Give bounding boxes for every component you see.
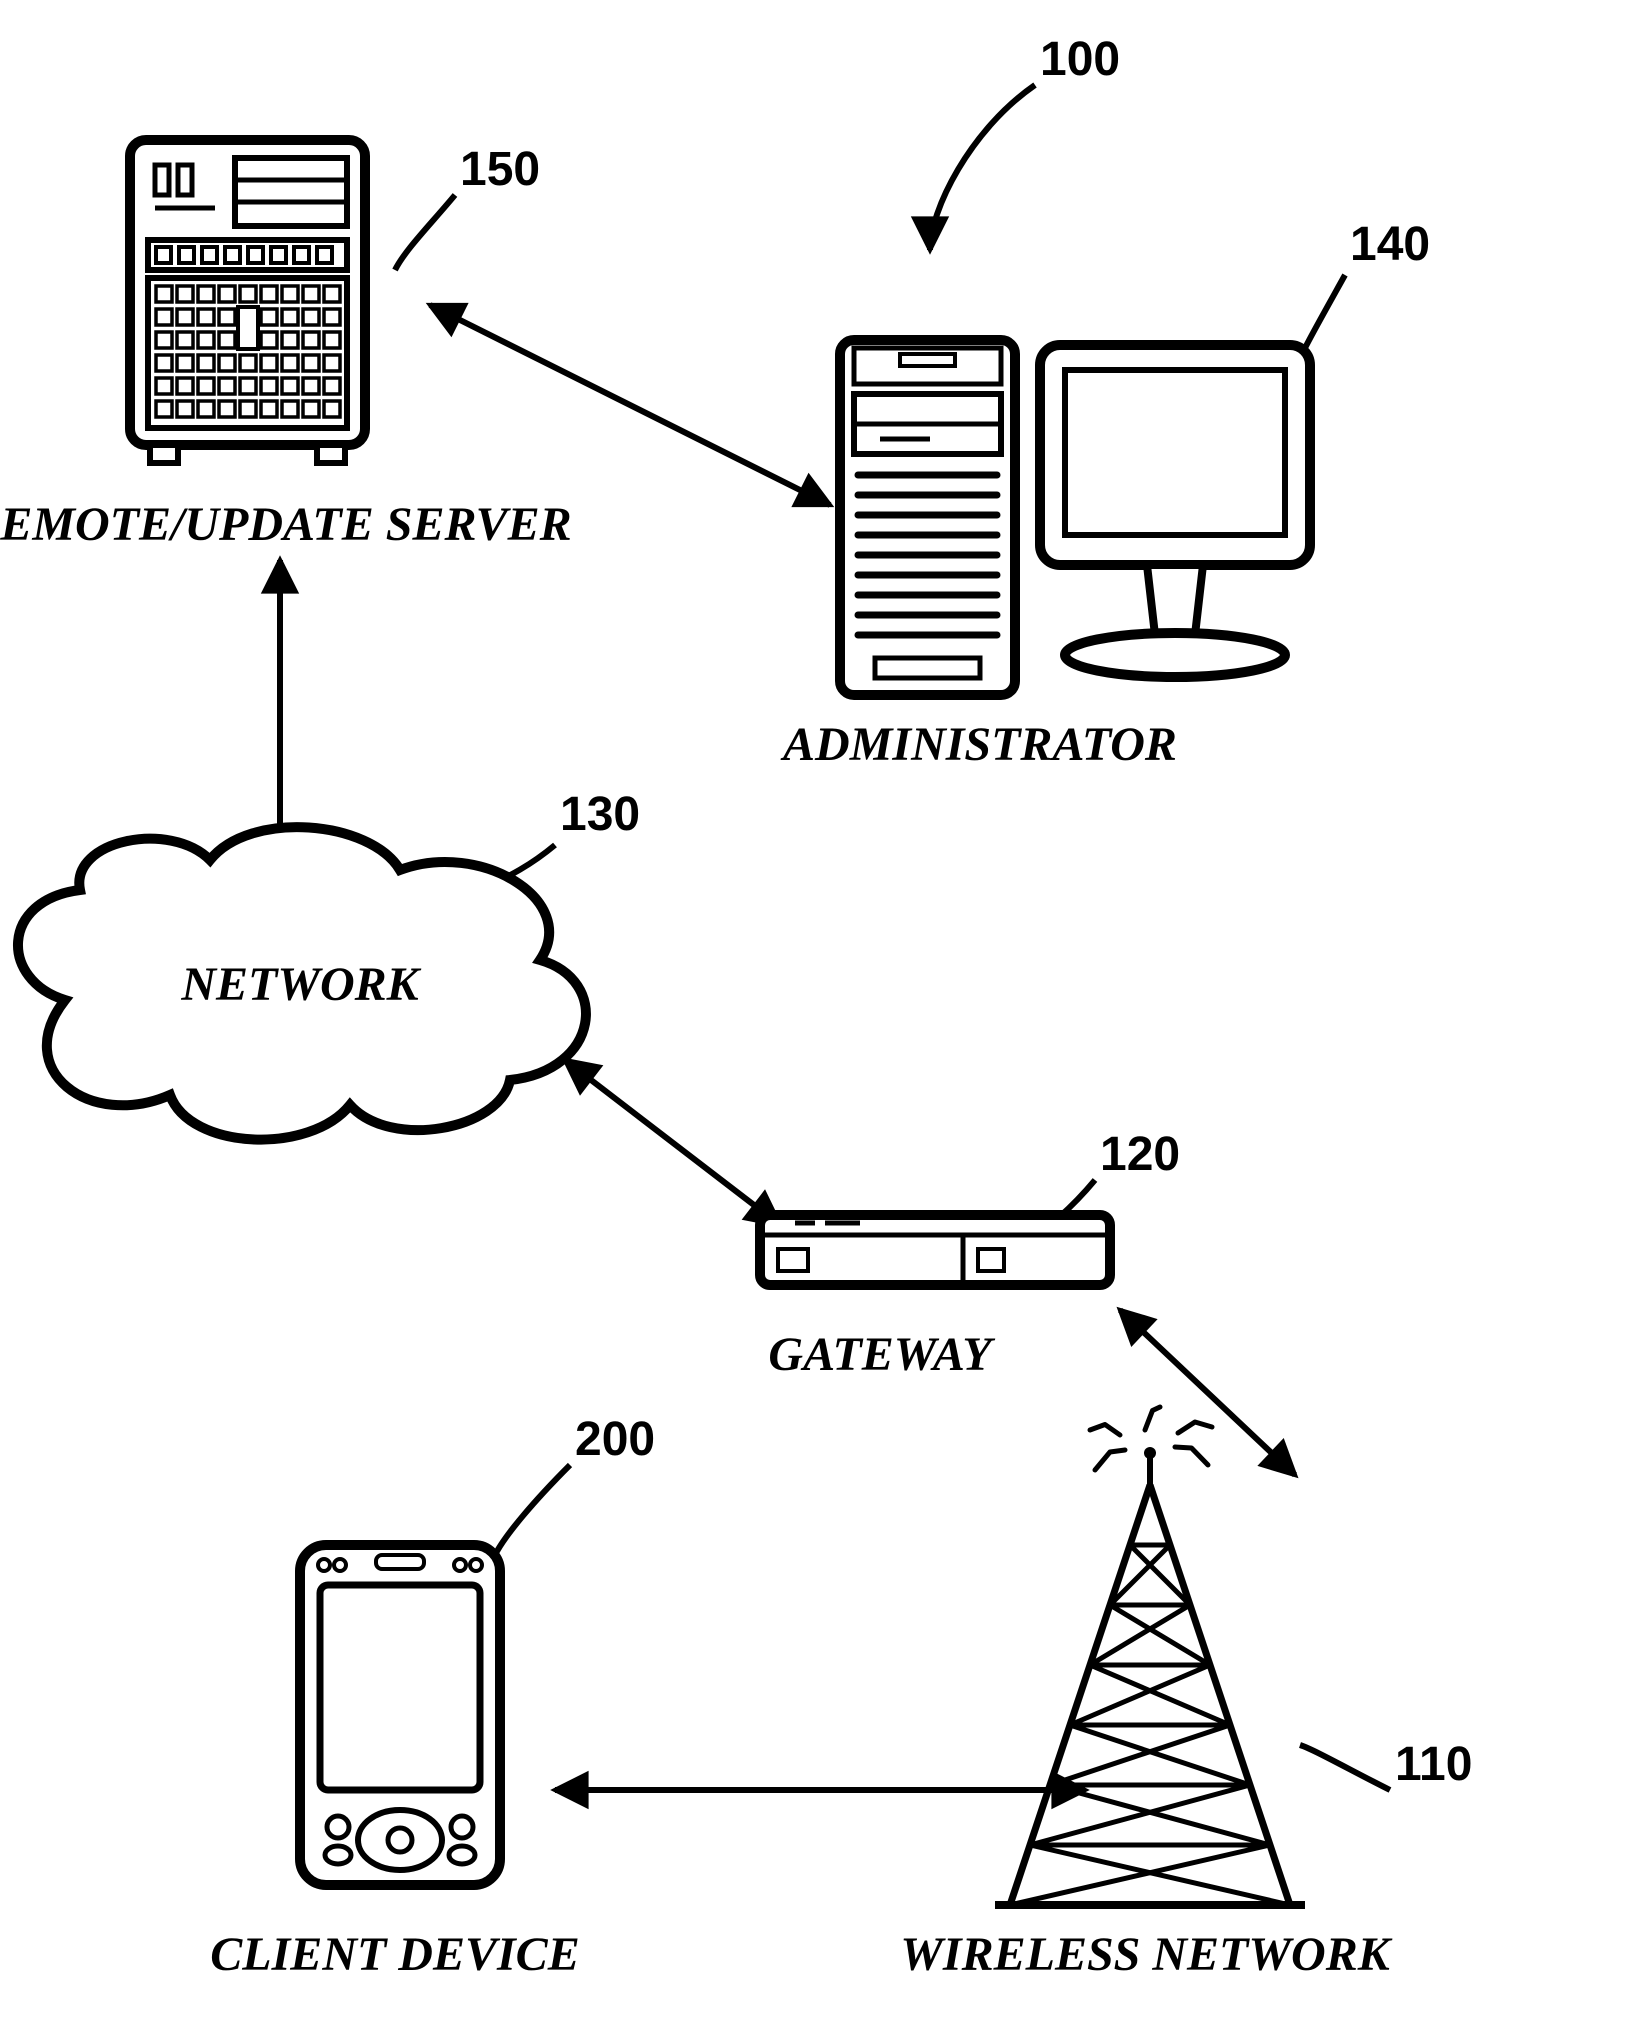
client-node <box>300 1545 500 1885</box>
wireless-node <box>995 1407 1305 1905</box>
leader-client <box>495 1465 570 1555</box>
network-ref: 130 <box>560 788 640 841</box>
gateway-ref: 120 <box>1100 1128 1180 1181</box>
edge-network-gateway <box>565 1060 780 1225</box>
server-label: REMOTE/UPDATE SERVER <box>0 498 572 551</box>
client-label: CLIENT DEVICE <box>210 1928 579 1981</box>
leader-system <box>930 85 1035 250</box>
admin-ref: 140 <box>1350 218 1430 271</box>
network-label: NETWORK <box>180 958 421 1011</box>
admin-label: ADMINISTRATOR <box>780 718 1177 771</box>
wireless-ref: 110 <box>1395 1738 1472 1791</box>
gateway-node <box>760 1215 1110 1285</box>
leader-wireless <box>1300 1745 1390 1790</box>
admin-node <box>840 340 1310 695</box>
server-ref: 150 <box>460 143 540 196</box>
wireless-label: WIRELESS NETWORK <box>900 1928 1392 1981</box>
edge-server-admin <box>430 305 830 505</box>
client-ref: 200 <box>575 1413 655 1466</box>
leader-server <box>395 195 455 270</box>
gateway-label: GATEWAY <box>768 1328 995 1381</box>
system-ref: 100 <box>1040 33 1120 86</box>
server-node <box>130 140 365 463</box>
